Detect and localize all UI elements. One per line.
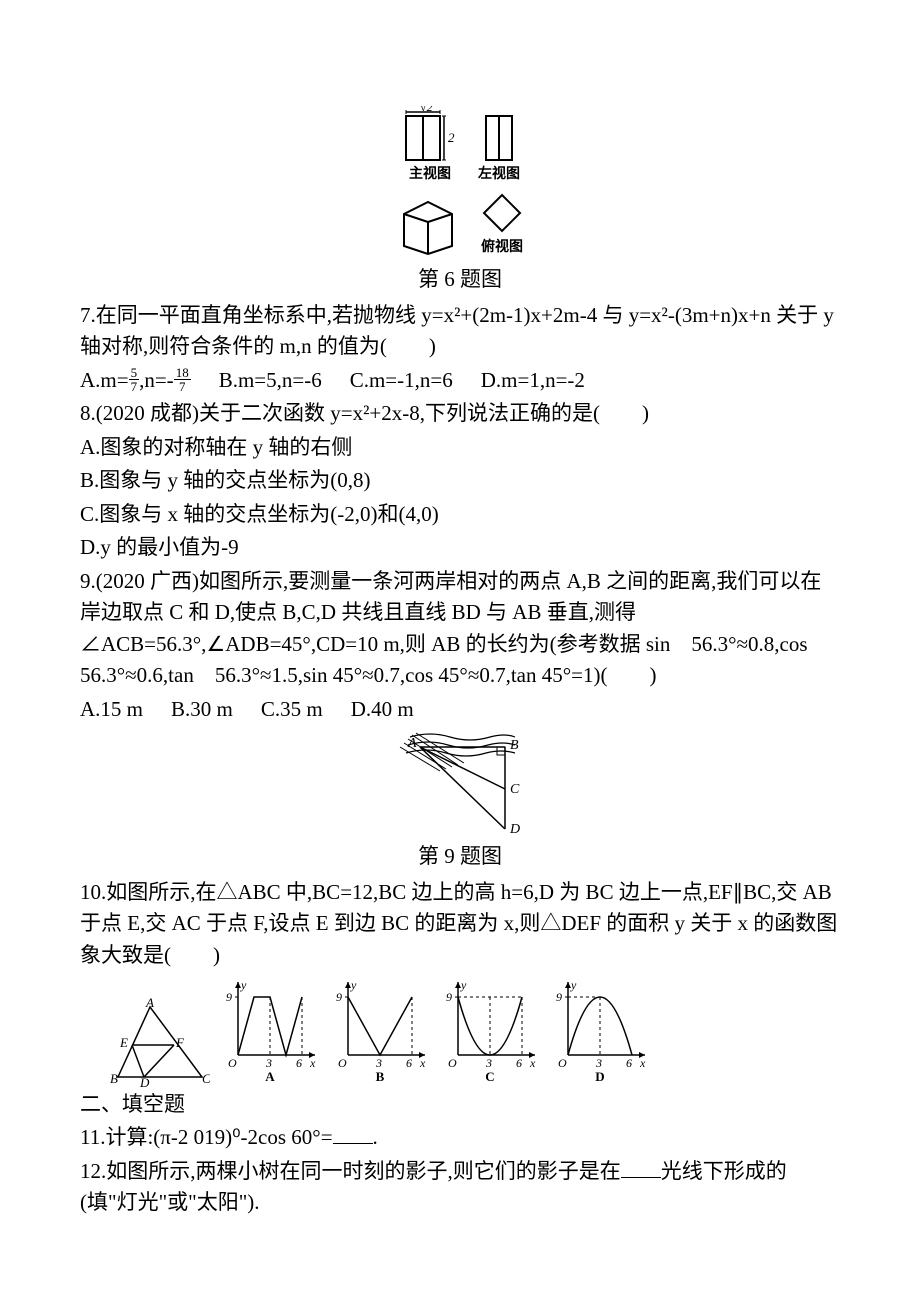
svg-text:9: 9 [226,990,232,1004]
q7-frac2: 187 [174,366,191,393]
q9-label-D: D [509,822,520,837]
q10-B-svg: 9 y x O 3 6 [330,977,430,1067]
svg-text:y: y [570,978,577,992]
svg-text:D: D [139,1075,150,1087]
q10-graphs: A B C D E F 9 y x O 3 6 A [80,977,840,1087]
svg-text:9: 9 [556,990,562,1004]
fig6-caption: 第 6 题图 [80,264,840,296]
q9-c: C.35 m [261,694,323,726]
svg-text:A: A [145,997,154,1010]
q8-d: D.y 的最小值为-9 [80,532,840,564]
svg-text:3: 3 [595,1056,602,1067]
svg-text:9: 9 [446,990,452,1004]
q10-D-label: D [595,1067,604,1087]
cube-svg [396,194,462,256]
q11: 11.计算:(π-2 019)⁰-2cos 60°=. [80,1122,840,1154]
q12: 12.如图所示,两棵小树在同一时刻的影子,则它们的影子是在光线下形成的(填"灯光… [80,1156,840,1219]
q7-optB: B.m=5,n=-6 [219,365,322,397]
svg-text:x: x [639,1056,646,1067]
svg-text:E: E [119,1035,128,1050]
q7-options: A.m=57,n=-187 B.m=5,n=-6 C.m=-1,n=6 D.m=… [80,365,840,397]
fig6-top-view: 俯视图 [480,191,524,258]
svg-text:3: 3 [485,1056,492,1067]
q7-a-mid: ,n=- [139,368,174,392]
q7-text: 7.在同一平面直角坐标系中,若抛物线 y=x²+(2m-1)x+2m-4 与 y… [80,300,840,363]
q8-c: C.图象与 x 轴的交点坐标为(-2,0)和(4,0) [80,499,840,531]
q11-after: . [373,1125,378,1149]
q10-opt-C: 9 y x O 3 6 C [440,977,540,1087]
svg-text:9: 9 [336,990,342,1004]
left-view-label: 左视图 [478,164,520,185]
svg-text:F: F [175,1035,185,1050]
svg-text:x: x [529,1056,536,1067]
q7-a-prefix: A.m= [80,368,129,392]
svg-text:O: O [228,1056,237,1067]
q12-before: 12.如图所示,两棵小树在同一时刻的影子,则它们的影子是在 [80,1159,621,1183]
svg-text:O: O [448,1056,457,1067]
q9-d: D.40 m [351,694,414,726]
q7-optA: A.m=57,n=-187 [80,365,191,397]
svg-text:O: O [338,1056,347,1067]
svg-text:x: x [419,1056,426,1067]
svg-text:6: 6 [626,1056,632,1067]
q7-optD: D.m=1,n=-2 [481,365,585,397]
q12-fill [621,1157,661,1178]
fig6-row1: √2 2 主视图 左视图 [80,106,840,185]
q8-text: 8.(2020 成都)关于二次函数 y=x²+2x-8,下列说法正确的是( ) [80,398,840,430]
left-view-svg [482,106,516,162]
q9-svg: A B C D [380,729,540,839]
q10-opt-D: 9 y x O 3 6 D [550,977,650,1087]
q9-label-C: C [510,782,520,797]
q9-label-A: A [407,736,417,751]
q10-D-svg: 9 y x O 3 6 [550,977,650,1067]
svg-text:y: y [240,978,247,992]
top-view-svg [480,191,524,235]
svg-text:x: x [309,1056,316,1067]
q10-C-svg: 9 y x O 3 6 [440,977,540,1067]
q10-text: 10.如图所示,在△ABC 中,BC=12,BC 边上的高 h=6,D 为 BC… [80,877,840,972]
main-view-svg: √2 2 [400,106,460,162]
fig6-main-view: √2 2 主视图 [400,106,460,185]
q9-text: 9.(2020 广西)如图所示,要测量一条河两岸相对的两点 A,B 之间的距离,… [80,566,840,692]
sqrt-label: √2 [420,106,433,114]
svg-text:6: 6 [406,1056,412,1067]
svg-text:6: 6 [296,1056,302,1067]
fig6-row2: 俯视图 [80,191,840,258]
q7-optC: C.m=-1,n=6 [350,365,453,397]
q11-fill [333,1123,373,1144]
q8-b: B.图象与 y 轴的交点坐标为(0,8) [80,465,840,497]
q9-a: A.15 m [80,694,143,726]
fig6-left-view: 左视图 [478,106,520,185]
q7-frac1: 57 [129,366,140,393]
svg-text:y: y [460,978,467,992]
svg-text:y: y [350,978,357,992]
svg-text:3: 3 [265,1056,272,1067]
height-label: 2 [448,130,455,145]
q11-before: 11.计算:(π-2 019)⁰-2cos 60°= [80,1125,333,1149]
q10-A-label: A [265,1067,274,1087]
top-view-label: 俯视图 [481,237,523,258]
q9-options: A.15 m B.30 m C.35 m D.40 m [80,694,840,726]
svg-text:C: C [202,1071,210,1086]
q9-label-B: B [510,738,519,753]
svg-text:B: B [110,1071,118,1086]
main-view-label: 主视图 [409,164,451,185]
fig6-cube [396,194,462,256]
q10-opt-A: 9 y x O 3 6 A [220,977,320,1087]
q10-B-label: B [376,1067,385,1087]
q9-caption: 第 9 题图 [80,841,840,873]
svg-text:6: 6 [516,1056,522,1067]
q10-triangle: A B C D E F [110,997,210,1087]
q10-A-svg: 9 y x O 3 6 [220,977,320,1067]
q8-a: A.图象的对称轴在 y 轴的右侧 [80,432,840,464]
svg-text:3: 3 [375,1056,382,1067]
q10-opt-B: 9 y x O 3 6 B [330,977,430,1087]
q9-b: B.30 m [171,694,233,726]
q10-tri-svg: A B C D E F [110,997,210,1087]
svg-text:O: O [558,1056,567,1067]
q10-C-label: C [485,1067,494,1087]
section2-title: 二、填空题 [80,1089,840,1121]
q9-figure: A B C D [80,729,840,839]
